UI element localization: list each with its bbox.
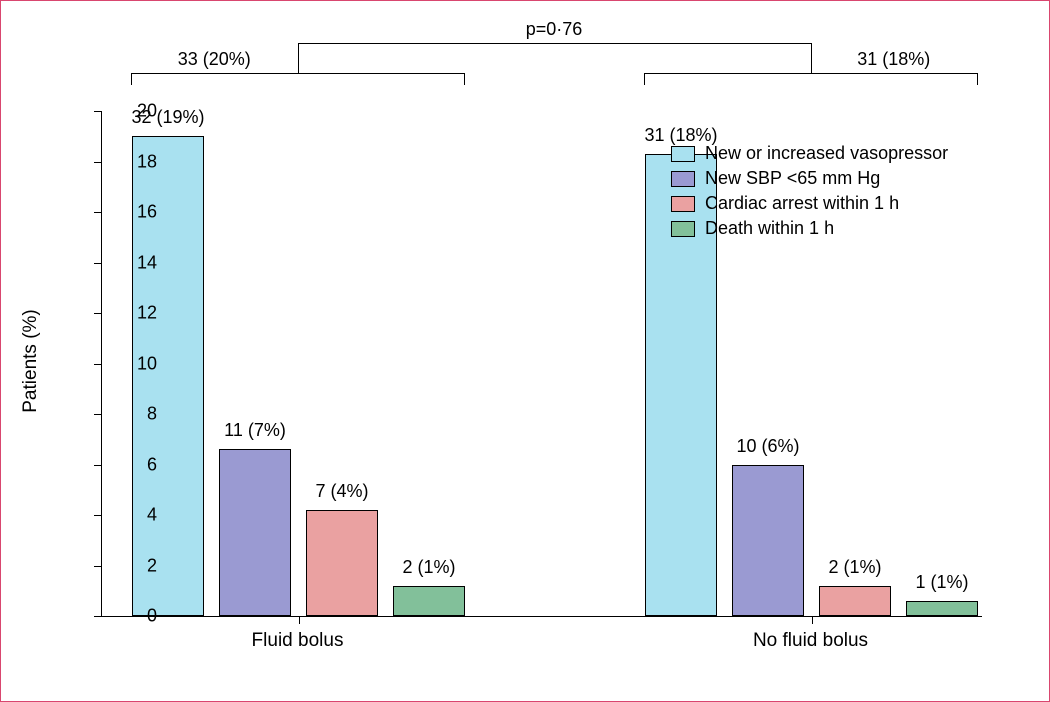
y-tick-label: 10 xyxy=(137,353,157,374)
x-tick xyxy=(299,616,300,624)
legend-label: Cardiac arrest within 1 h xyxy=(705,193,899,214)
bar xyxy=(219,449,291,616)
y-tick xyxy=(94,616,102,617)
y-tick-label: 20 xyxy=(137,101,157,122)
group-label: No fluid bolus xyxy=(753,630,868,652)
y-tick-label: 6 xyxy=(147,454,157,475)
group-bracket-label: 33 (20%) xyxy=(178,49,251,70)
y-tick-label: 0 xyxy=(147,606,157,627)
legend-item: Cardiac arrest within 1 h xyxy=(671,193,948,214)
group-bracket xyxy=(644,73,977,74)
y-tick xyxy=(94,111,102,112)
p-bracket xyxy=(298,43,811,44)
y-tick-label: 12 xyxy=(137,303,157,324)
bracket-leg xyxy=(644,73,645,85)
bar xyxy=(306,510,378,616)
bar-value-label: 11 (7%) xyxy=(224,420,286,441)
bar xyxy=(906,601,978,616)
bar-value-label: 7 (4%) xyxy=(315,481,368,502)
legend-swatch xyxy=(671,171,695,187)
chart-frame: Patients (%) 32 (19%)11 (7%)7 (4%)2 (1%)… xyxy=(0,0,1050,702)
legend-item: New SBP <65 mm Hg xyxy=(671,168,948,189)
y-tick xyxy=(94,414,102,415)
y-axis-label: Patients (%) xyxy=(20,309,42,412)
legend-label: New SBP <65 mm Hg xyxy=(705,168,880,189)
y-tick-label: 16 xyxy=(137,202,157,223)
y-tick xyxy=(94,313,102,314)
legend-label: Death within 1 h xyxy=(705,218,834,239)
p-value-label: p=0·76 xyxy=(526,19,583,40)
legend-item: Death within 1 h xyxy=(671,218,948,239)
y-tick-label: 18 xyxy=(137,151,157,172)
group-label: Fluid bolus xyxy=(252,630,344,652)
x-tick xyxy=(812,616,813,624)
y-tick xyxy=(94,566,102,567)
bracket-leg xyxy=(811,43,812,73)
bracket-leg xyxy=(131,73,132,85)
bar-value-label: 10 (6%) xyxy=(736,436,799,457)
legend-label: New or increased vasopressor xyxy=(705,143,948,164)
y-tick-label: 2 xyxy=(147,555,157,576)
bracket-leg xyxy=(464,73,465,85)
y-tick-label: 8 xyxy=(147,404,157,425)
bar-value-label: 2 (1%) xyxy=(402,557,455,578)
y-tick-label: 14 xyxy=(137,252,157,273)
y-tick xyxy=(94,263,102,264)
bracket-leg xyxy=(298,43,299,73)
legend: New or increased vasopressor New SBP <65 … xyxy=(671,143,948,243)
group-bracket-label: 31 (18%) xyxy=(857,49,930,70)
group-bracket xyxy=(131,73,464,74)
bar-value-label: 2 (1%) xyxy=(828,557,881,578)
legend-swatch xyxy=(671,196,695,212)
bar xyxy=(393,586,465,616)
legend-swatch xyxy=(671,221,695,237)
y-tick xyxy=(94,162,102,163)
bracket-leg xyxy=(977,73,978,85)
y-tick xyxy=(94,465,102,466)
legend-item: New or increased vasopressor xyxy=(671,143,948,164)
legend-swatch xyxy=(671,146,695,162)
bar xyxy=(732,465,804,617)
y-tick xyxy=(94,364,102,365)
y-tick xyxy=(94,515,102,516)
bar-value-label: 1 (1%) xyxy=(915,572,968,593)
bar xyxy=(819,586,891,616)
y-tick-label: 4 xyxy=(147,505,157,526)
y-tick xyxy=(94,212,102,213)
